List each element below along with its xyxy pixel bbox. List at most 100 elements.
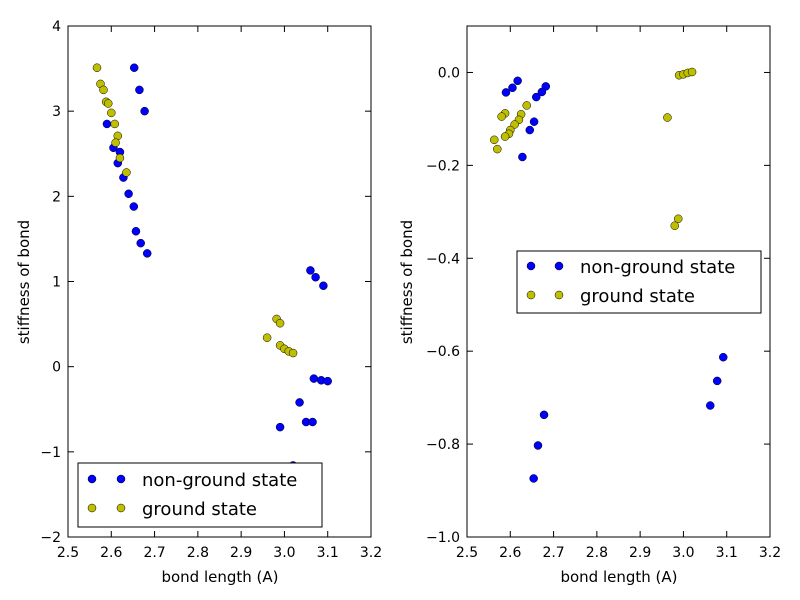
point-ground-state xyxy=(110,119,119,129)
point-ground-state xyxy=(122,168,131,177)
point-non-ground-state xyxy=(306,266,315,275)
point-non-ground-state xyxy=(309,374,319,383)
point-non-ground-state xyxy=(140,106,149,116)
point-non-ground-state xyxy=(308,417,317,427)
point-non-ground-state xyxy=(706,401,715,410)
right-y-axis-label: stiffness of bond xyxy=(398,220,416,344)
right-legend-label-non-ground: non-ground state xyxy=(580,257,735,278)
x-tick-label: 2.9 xyxy=(629,545,651,561)
x-tick-label: 2.6 xyxy=(499,545,521,561)
left-legend-label-ground: ground state xyxy=(142,499,257,520)
x-tick-label: 3.1 xyxy=(317,545,339,561)
point-non-ground-state xyxy=(529,117,539,126)
point-non-ground-state xyxy=(719,352,728,362)
point-ground-state xyxy=(107,108,116,118)
point-ground-state xyxy=(111,138,120,147)
right-legend-label-ground: ground state xyxy=(580,286,695,307)
right-legend-marker-non-ground xyxy=(554,261,564,271)
y-tick-label: −0.8 xyxy=(426,437,460,453)
point-ground-state xyxy=(497,112,506,121)
point-ground-state xyxy=(115,153,125,163)
right-legend-marker-ground xyxy=(526,290,536,300)
y-tick-label: 0.0 xyxy=(438,65,460,81)
point-ground-state xyxy=(493,144,502,154)
x-tick-label: 2.9 xyxy=(230,545,252,561)
point-ground-state xyxy=(673,214,683,224)
left-legend-marker-non-ground xyxy=(116,474,126,484)
y-tick-label: −0.6 xyxy=(426,344,460,360)
x-tick-label: 3.0 xyxy=(672,545,694,561)
point-ground-state xyxy=(510,120,519,129)
point-ground-state xyxy=(275,318,285,328)
left-plot-background xyxy=(68,26,371,537)
left-plot-frame xyxy=(67,25,372,538)
point-ground-state xyxy=(288,348,298,358)
point-ground-state xyxy=(687,67,697,77)
point-non-ground-state xyxy=(532,92,541,102)
right-chart: 2.5 2.6 2.7 2.8 2.9 3.0 3.1 3.2 −1.0 −0.8 −0.6 −0.4… xyxy=(398,25,781,586)
x-tick-label: 2.5 xyxy=(456,545,478,561)
right-legend-marker-ground xyxy=(554,290,564,300)
x-tick-label: 3.1 xyxy=(716,545,738,561)
left-legend-marker-non-ground xyxy=(87,474,97,484)
x-tick-label: 2.8 xyxy=(187,545,209,561)
point-non-ground-state xyxy=(537,87,547,97)
right-x-axis-label: bond length (A) xyxy=(560,568,677,586)
point-ground-state xyxy=(663,113,672,122)
y-tick-label: −1.0 xyxy=(426,530,460,546)
x-tick-label: 3.0 xyxy=(273,545,295,561)
right-legend: non-ground state ground state xyxy=(516,250,762,314)
point-non-ground-state xyxy=(525,125,535,135)
left-legend: non-ground state ground state xyxy=(77,462,323,528)
x-tick-label: 2.6 xyxy=(100,545,122,561)
point-non-ground-state xyxy=(518,152,527,162)
point-non-ground-state xyxy=(124,189,133,199)
point-non-ground-state xyxy=(311,272,320,282)
point-ground-state xyxy=(500,132,510,141)
point-ground-state xyxy=(104,99,113,108)
right-legend-marker-non-ground xyxy=(526,261,536,271)
x-tick-label: 2.8 xyxy=(586,545,608,561)
y-tick-label: 1 xyxy=(52,275,61,291)
point-ground-state xyxy=(92,63,102,72)
point-non-ground-state xyxy=(129,63,139,72)
right-legend-box xyxy=(516,250,762,314)
point-non-ground-state xyxy=(129,202,139,211)
y-tick-label: −0.2 xyxy=(426,158,460,174)
left-legend-marker-ground xyxy=(87,503,97,513)
point-non-ground-state xyxy=(539,410,549,420)
point-non-ground-state xyxy=(533,441,543,450)
point-non-ground-state xyxy=(323,376,332,386)
point-ground-state xyxy=(99,85,108,95)
right-points xyxy=(490,67,728,483)
left-legend-marker-ground xyxy=(116,503,126,513)
point-non-ground-state xyxy=(142,249,152,258)
point-non-ground-state xyxy=(501,88,511,97)
point-non-ground-state xyxy=(508,83,517,93)
point-non-ground-state xyxy=(135,85,144,95)
left-tick-labels: 2.5 2.6 2.7 2.8 2.9 3.0 3.1 3.2 −2 −1 0 1 2 3 4 xyxy=(40,19,382,561)
point-non-ground-state xyxy=(319,281,328,291)
point-ground-state xyxy=(670,221,680,231)
right-tick-labels: 2.5 2.6 2.7 2.8 2.9 3.0 3.1 3.2 −1.0 −0.8 −0.6 −0.4… xyxy=(426,65,781,561)
point-ground-state xyxy=(262,333,272,342)
x-tick-label: 2.7 xyxy=(143,545,165,561)
point-ground-state xyxy=(522,101,531,110)
left-y-axis-label: stiffness of bond xyxy=(15,220,33,344)
left-x-axis-label: bond length (A) xyxy=(161,568,278,586)
y-tick-label: 3 xyxy=(52,104,61,120)
point-non-ground-state xyxy=(102,119,112,129)
point-non-ground-state xyxy=(275,422,285,432)
point-non-ground-state xyxy=(131,227,141,236)
y-tick-label: −1 xyxy=(40,445,61,461)
x-tick-label: 2.5 xyxy=(57,545,79,561)
left-legend-label-non-ground: non-ground state xyxy=(142,470,297,491)
x-tick-label: 3.2 xyxy=(759,545,781,561)
point-non-ground-state xyxy=(136,238,145,248)
point-non-ground-state xyxy=(513,76,522,86)
y-tick-label: 0 xyxy=(52,360,61,376)
y-tick-label: 2 xyxy=(52,189,61,205)
point-non-ground-state xyxy=(295,398,304,407)
y-tick-label: −0.4 xyxy=(426,251,460,267)
